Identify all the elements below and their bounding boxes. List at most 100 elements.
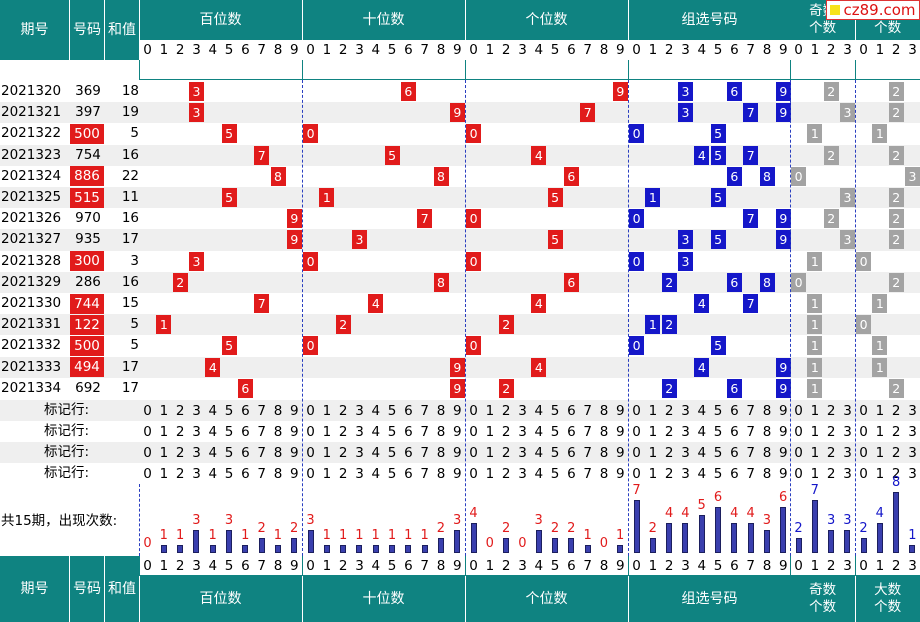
mark-digit[interactable]: 0 — [143, 465, 152, 482]
mark-digit[interactable]: 3 — [518, 423, 527, 440]
mark-digit[interactable]: 1 — [485, 423, 495, 440]
mark-digit[interactable]: 5 — [713, 444, 723, 461]
mark-digit[interactable]: 1 — [322, 465, 332, 482]
mark-digit[interactable]: 4 — [534, 423, 544, 440]
mark-digit[interactable]: 3 — [843, 444, 852, 461]
mark-digit[interactable]: 3 — [908, 423, 917, 440]
mark-digit[interactable]: 7 — [746, 423, 755, 440]
mark-digit[interactable]: 6 — [730, 402, 739, 419]
mark-digit[interactable]: 4 — [208, 402, 218, 419]
mark-digit[interactable]: 5 — [224, 423, 234, 440]
mark-digit[interactable]: 4 — [697, 402, 707, 419]
mark-digit[interactable]: 2 — [338, 444, 348, 461]
mark-digit[interactable]: 1 — [648, 402, 658, 419]
mark-digit[interactable]: 5 — [387, 444, 397, 461]
mark-digit[interactable]: 1 — [875, 444, 885, 461]
site-logo[interactable]: cz89.com — [826, 0, 920, 20]
mark-digit[interactable]: 8 — [273, 423, 283, 440]
mark-digit[interactable]: 1 — [648, 423, 658, 440]
mark-digit[interactable]: 0 — [859, 444, 868, 461]
mark-digit[interactable]: 2 — [501, 444, 511, 461]
mark-digit[interactable]: 2 — [826, 402, 836, 419]
mark-digit[interactable]: 9 — [452, 444, 462, 461]
mark-digit[interactable]: 7 — [257, 402, 266, 419]
mark-digit[interactable]: 8 — [599, 402, 609, 419]
mark-digit[interactable]: 4 — [534, 465, 544, 482]
mark-digit[interactable]: 7 — [257, 444, 266, 461]
mark-digit[interactable]: 5 — [387, 423, 397, 440]
mark-digit[interactable]: 6 — [567, 444, 576, 461]
mark-digit[interactable]: 9 — [289, 444, 299, 461]
mark-digit[interactable]: 5 — [713, 402, 723, 419]
mark-digit[interactable]: 9 — [615, 465, 625, 482]
mark-digit[interactable]: 1 — [810, 402, 820, 419]
mark-digit[interactable]: 6 — [404, 444, 413, 461]
mark-digit[interactable]: 1 — [322, 402, 332, 419]
mark-digit[interactable]: 4 — [371, 444, 381, 461]
mark-digit[interactable]: 3 — [681, 465, 690, 482]
mark-digit[interactable]: 1 — [485, 402, 495, 419]
mark-digit[interactable]: 5 — [224, 465, 234, 482]
mark-digit[interactable]: 3 — [192, 465, 201, 482]
mark-digit[interactable]: 0 — [469, 402, 478, 419]
mark-digit[interactable]: 7 — [257, 423, 266, 440]
mark-digit[interactable]: 6 — [730, 465, 739, 482]
mark-digit[interactable]: 5 — [224, 444, 234, 461]
mark-digit[interactable]: 2 — [664, 423, 674, 440]
mark-digit[interactable]: 9 — [289, 465, 299, 482]
mark-digit[interactable]: 4 — [534, 444, 544, 461]
mark-digit[interactable]: 9 — [615, 402, 625, 419]
mark-digit[interactable]: 2 — [891, 402, 901, 419]
mark-digit[interactable]: 2 — [175, 402, 185, 419]
mark-digit[interactable]: 3 — [518, 465, 527, 482]
mark-digit[interactable]: 0 — [859, 465, 868, 482]
mark-digit[interactable]: 7 — [257, 465, 266, 482]
mark-digit[interactable]: 5 — [550, 402, 560, 419]
mark-digit[interactable]: 2 — [826, 465, 836, 482]
mark-digit[interactable]: 7 — [746, 402, 755, 419]
mark-digit[interactable]: 1 — [159, 423, 169, 440]
mark-digit[interactable]: 1 — [810, 444, 820, 461]
mark-digit[interactable]: 6 — [730, 444, 739, 461]
mark-digit[interactable]: 1 — [159, 402, 169, 419]
mark-digit[interactable]: 9 — [615, 423, 625, 440]
mark-digit[interactable]: 6 — [241, 465, 250, 482]
mark-digit[interactable]: 2 — [826, 444, 836, 461]
mark-digit[interactable]: 3 — [518, 402, 527, 419]
mark-digit[interactable]: 4 — [371, 465, 381, 482]
mark-digit[interactable]: 8 — [436, 423, 446, 440]
mark-digit[interactable]: 0 — [143, 423, 152, 440]
mark-digit[interactable]: 5 — [713, 423, 723, 440]
mark-digit[interactable]: 0 — [632, 444, 641, 461]
mark-digit[interactable]: 6 — [241, 423, 250, 440]
mark-digit[interactable]: 5 — [224, 402, 234, 419]
mark-digit[interactable]: 4 — [208, 444, 218, 461]
mark-digit[interactable]: 1 — [810, 423, 820, 440]
mark-digit[interactable]: 3 — [681, 444, 690, 461]
mark-digit[interactable]: 9 — [778, 444, 788, 461]
mark-digit[interactable]: 7 — [420, 402, 429, 419]
mark-digit[interactable]: 3 — [355, 465, 364, 482]
mark-digit[interactable]: 2 — [664, 402, 674, 419]
mark-digit[interactable]: 2 — [501, 423, 511, 440]
mark-digit[interactable]: 4 — [697, 465, 707, 482]
mark-digit[interactable]: 3 — [681, 402, 690, 419]
mark-digit[interactable]: 0 — [143, 444, 152, 461]
mark-digit[interactable]: 0 — [859, 402, 868, 419]
mark-digit[interactable]: 3 — [908, 465, 917, 482]
mark-digit[interactable]: 9 — [452, 423, 462, 440]
mark-digit[interactable]: 2 — [338, 465, 348, 482]
mark-digit[interactable]: 7 — [746, 444, 755, 461]
mark-digit[interactable]: 2 — [826, 423, 836, 440]
mark-digit[interactable]: 3 — [192, 444, 201, 461]
mark-digit[interactable]: 2 — [175, 444, 185, 461]
mark-digit[interactable]: 2 — [175, 423, 185, 440]
mark-digit[interactable]: 1 — [485, 465, 495, 482]
mark-digit[interactable]: 0 — [859, 423, 868, 440]
mark-digit[interactable]: 5 — [550, 444, 560, 461]
mark-digit[interactable]: 5 — [387, 465, 397, 482]
mark-digit[interactable]: 0 — [469, 423, 478, 440]
mark-digit[interactable]: 7 — [420, 465, 429, 482]
mark-digit[interactable]: 3 — [681, 423, 690, 440]
mark-digit[interactable]: 5 — [713, 465, 723, 482]
